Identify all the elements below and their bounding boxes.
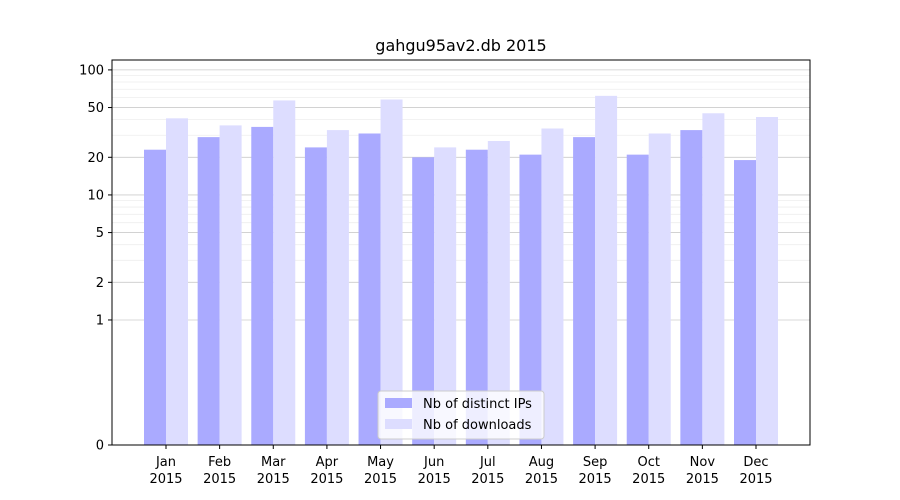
bar-distinct-ips: [358, 133, 381, 445]
y-tick-label: 20: [87, 151, 104, 166]
y-tick-label: 1: [96, 313, 104, 328]
bar-distinct-ips: [519, 154, 542, 446]
x-tick-label-month: Aug: [529, 455, 554, 470]
legend-swatch: [385, 398, 412, 408]
x-tick-label-year: 2015: [525, 472, 558, 487]
y-tick-label: 0: [96, 439, 104, 454]
y-tick-label: 50: [87, 101, 104, 116]
bar-distinct-ips: [626, 154, 649, 446]
bar-distinct-ips: [412, 157, 435, 445]
bar-downloads: [756, 117, 778, 445]
x-tick-label-month: Sep: [583, 455, 608, 470]
legend-label: Nb of distinct IPs: [423, 397, 532, 412]
bar-downloads: [166, 118, 188, 445]
x-tick-label-month: Mar: [261, 455, 286, 470]
legend-label: Nb of downloads: [423, 418, 532, 433]
bar-distinct-ips: [680, 130, 703, 445]
x-tick-label-month: May: [367, 455, 394, 470]
x-tick-label-year: 2015: [739, 472, 772, 487]
bar-distinct-ips: [197, 137, 220, 445]
chart-title: gahgu95av2.db 2015: [375, 36, 546, 55]
legend-box: [377, 390, 545, 440]
x-tick-label-year: 2015: [149, 472, 182, 487]
x-tick-label-month: Nov: [690, 455, 716, 470]
bar-distinct-ips: [144, 149, 166, 446]
x-tick-label-month: Oct: [637, 455, 659, 470]
x-tick-label-year: 2015: [579, 472, 612, 487]
x-axis: Jan 2015 Feb 2015 Mar 2015 Apr 2015 May 2015 Jun 20…: [149, 445, 773, 487]
legend: Nb of distinct IPs Nb of downloads: [377, 390, 545, 440]
x-tick-label-month: Feb: [208, 455, 231, 470]
bar-downloads: [326, 130, 349, 445]
bar-downloads: [702, 113, 725, 445]
plot-frame: [111, 59, 811, 446]
bar-downloads: [273, 100, 296, 445]
bar-downloads: [648, 133, 671, 445]
y-tick-label: 2: [96, 276, 104, 291]
x-tick-label-month: Jul: [479, 455, 496, 470]
bars: [144, 95, 778, 446]
bar-downloads: [487, 140, 510, 445]
bar-downloads: [219, 125, 242, 445]
y-tick-label: 5: [96, 226, 104, 241]
x-tick-label-month: Jan: [155, 455, 176, 470]
x-tick-label-month: Jun: [423, 455, 444, 470]
legend-swatch: [385, 419, 412, 429]
x-tick-label-year: 2015: [364, 472, 397, 487]
x-tick-label-year: 2015: [310, 472, 343, 487]
y-tick-label: 10: [87, 188, 104, 203]
y-tick-label: 100: [79, 63, 104, 78]
x-tick-label-year: 2015: [686, 472, 719, 487]
bar-distinct-ips: [304, 147, 327, 446]
x-tick-label-year: 2015: [632, 472, 665, 487]
x-tick-label-month: Dec: [743, 455, 768, 470]
bar-downloads: [541, 128, 564, 445]
y-axis: 0 1 2 5 10 20 50 100: [79, 63, 112, 454]
bar-distinct-ips: [465, 149, 488, 446]
bar-distinct-ips: [734, 160, 756, 445]
x-tick-label-month: Apr: [316, 455, 339, 470]
bar-downloads: [595, 95, 618, 446]
bar-distinct-ips: [573, 137, 596, 445]
bar-downloads: [380, 99, 403, 446]
x-tick-label-year: 2015: [203, 472, 236, 487]
x-tick-label-year: 2015: [418, 472, 451, 487]
bar-downloads: [434, 147, 457, 446]
x-tick-label-year: 2015: [471, 472, 504, 487]
bar-distinct-ips: [251, 126, 274, 446]
x-tick-label-year: 2015: [257, 472, 290, 487]
